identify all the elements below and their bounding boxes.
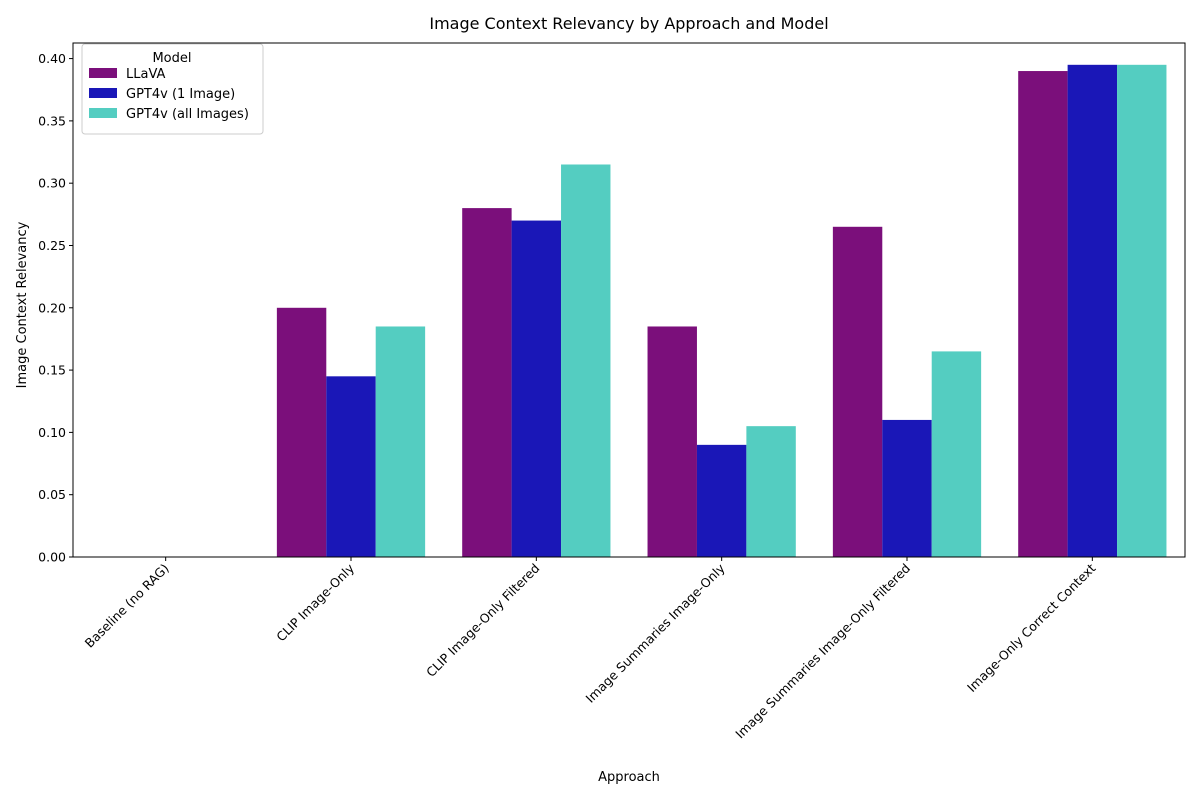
bar-2-4 [931,351,982,557]
y-tick-label-5: 0.25 [38,238,66,253]
legend-title: Model [152,51,191,66]
bar-0-3 [647,326,697,557]
x-tick-label-5: Image-Only Correct Context [964,560,1099,695]
x-tick-label-4: Image Summaries Image-Only Filtered [732,561,913,742]
x-tick-label-3: Image Summaries Image-Only [583,560,729,706]
bar-0-5 [1018,71,1068,557]
x-axis: Baseline (no RAG) CLIP Image-Only CLIP Ima… [82,557,1099,741]
bar-1-5 [1067,64,1118,557]
y-axis: 0.00 0.05 0.10 0.15 0.20 0.25 0.30 0.35 0.40 [38,51,73,565]
x-axis-label: Approach [598,770,660,785]
y-tick-label-6: 0.30 [38,176,66,191]
legend-swatch-0 [89,68,117,78]
axes-frame [72,42,1186,558]
bar-1-4 [882,419,932,557]
y-tick-label-1: 0.05 [38,487,66,502]
bar-1-1 [326,376,376,557]
bar-1-3 [696,444,747,557]
x-tick-label-1: CLIP Image-Only [273,560,357,644]
bar-2-1 [375,326,426,557]
x-tick-label-0: Baseline (no RAG) [82,561,172,651]
x-tick-label-2: CLIP Image-Only Filtered [423,561,542,680]
plot-area [72,42,1186,558]
legend-label-0: LLaVA [126,67,166,82]
y-tick-label-8: 0.40 [38,51,66,66]
bar-2-2 [561,164,611,558]
bar-2-5 [1117,64,1167,557]
y-tick-label-3: 0.15 [38,363,66,378]
bar-0-1 [276,307,327,557]
legend-swatch-2 [89,108,117,118]
legend-frame [81,43,264,135]
y-tick-label-4: 0.20 [38,300,66,315]
bar-1-2 [511,220,562,557]
legend-swatch-1 [89,88,117,98]
bar-2-3 [746,426,796,557]
y-tick-label-7: 0.35 [38,113,66,128]
y-tick-label-0: 0.00 [38,550,66,565]
y-tick-label-2: 0.10 [38,425,66,440]
legend: Model LLaVA GPT4v (1 Image) GPT4v (all Ima… [81,43,264,135]
legend-label-2: GPT4v (all Images) [126,107,249,122]
y-axis-label: Image Context Relevancy [15,221,30,388]
bar-0-2 [462,208,512,557]
chart-title: Image Context Relevancy by Approach and … [429,14,828,33]
legend-label-1: GPT4v (1 Image) [126,87,235,102]
bar-0-4 [832,226,883,558]
